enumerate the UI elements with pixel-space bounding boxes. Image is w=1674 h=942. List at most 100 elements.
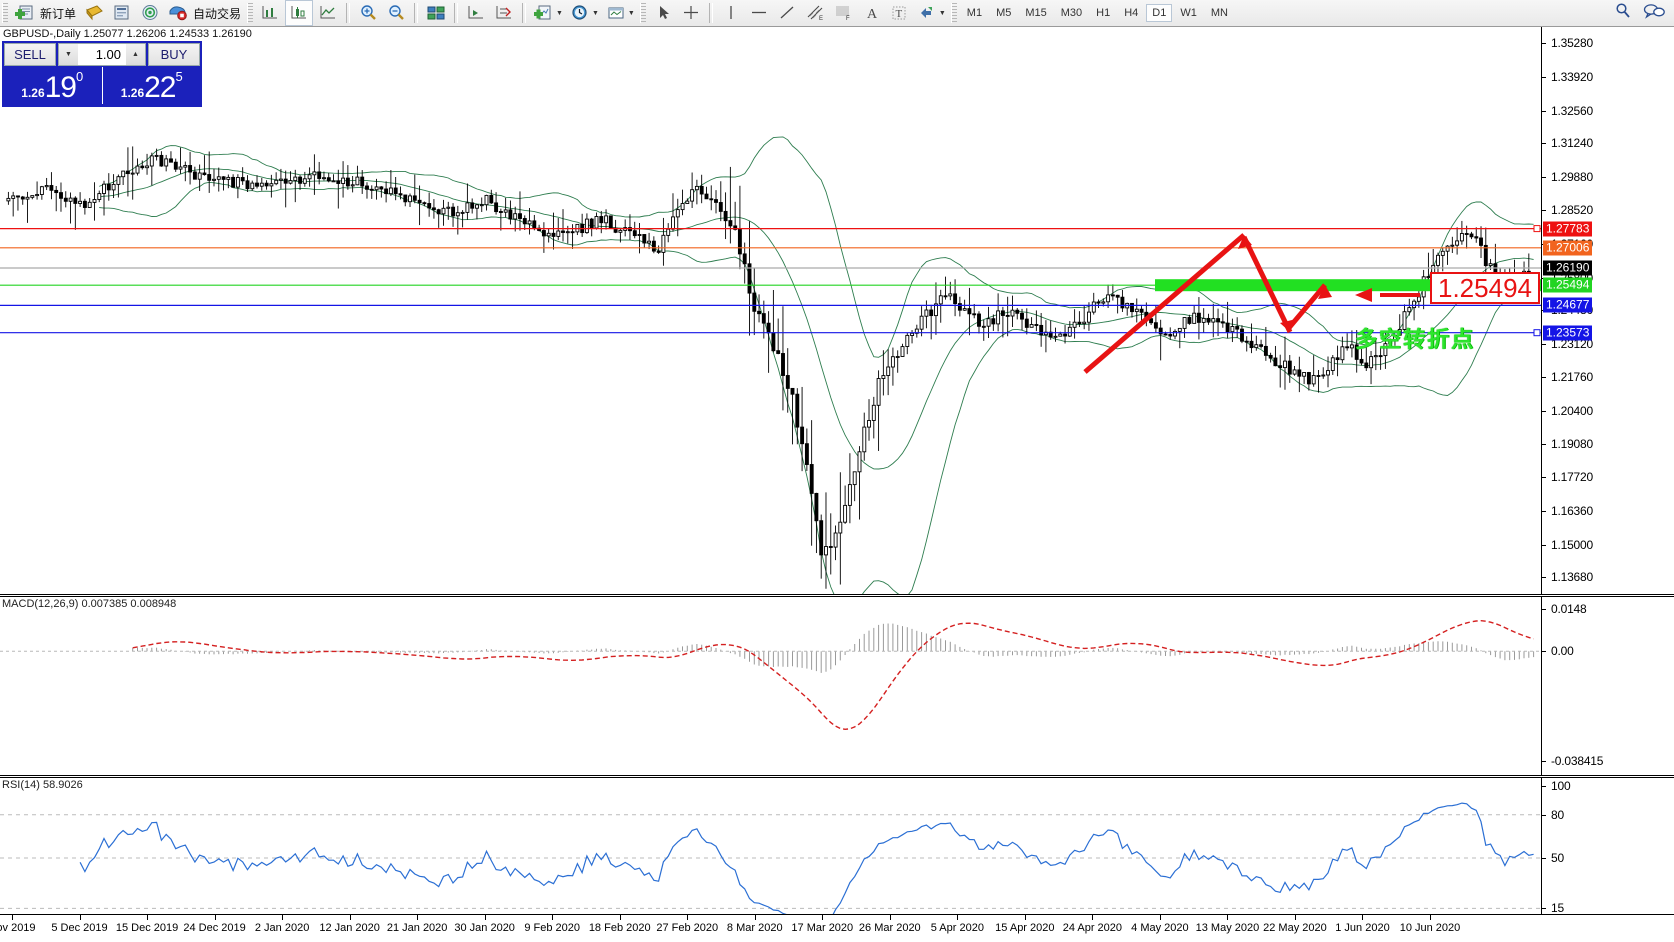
price-tick-label: 1.20400 [1551, 404, 1593, 419]
time-tick [889, 915, 891, 920]
price-plot[interactable] [0, 27, 1541, 594]
timeframe-m30[interactable]: M30 [1060, 7, 1083, 19]
toolbar-grip-3[interactable] [639, 3, 646, 23]
autotrade-label[interactable]: 自动交易 [193, 6, 242, 21]
rsi-tick-label: 100 [1551, 779, 1571, 793]
new-chart-icon[interactable] [531, 1, 557, 25]
search-icon[interactable] [1614, 2, 1632, 25]
timeframe-m1[interactable]: M1 [966, 7, 983, 19]
macd-pane[interactable]: MACD(12,26,9) 0.007385 0.008948 0.0148 0.… [0, 596, 1674, 776]
time-axis[interactable]: Nov 2019 5 Dec 2019 15 Dec 2019 24 Dec 2019… [0, 914, 1674, 942]
macd-axis[interactable]: 0.0148 0.00 -0.038415 [1541, 597, 1674, 775]
trendline-icon[interactable] [774, 1, 800, 25]
timeframe-m5[interactable]: M5 [996, 7, 1012, 19]
zoom-out-icon[interactable] [383, 1, 409, 25]
market-watch-icon[interactable] [81, 1, 107, 25]
volume-decrease-icon[interactable]: ▼ [59, 44, 78, 65]
timeframe-h1[interactable]: H1 [1096, 7, 1111, 19]
time-tick-label: 15 Dec 2019 [115, 922, 179, 934]
candlestick-chart-icon[interactable] [285, 0, 314, 26]
rsi-tick-label: 50 [1551, 851, 1564, 865]
macd-plot[interactable] [0, 597, 1541, 775]
price-level-tag[interactable]: 1.24677 [1543, 297, 1593, 313]
period-clock-icon[interactable] [567, 1, 593, 25]
period-dropdown-caret[interactable]: ▼ [591, 9, 599, 17]
price-level-tag[interactable]: 1.26190 [1543, 260, 1593, 276]
time-tick [349, 915, 351, 920]
arrows-icon[interactable] [914, 1, 940, 25]
one-click-trading-panel[interactable]: SELL ▼ 1.00 ▲ BUY 1.26 19 0 1.26 22 5 [2, 41, 202, 107]
timeframe-w1[interactable]: W1 [1180, 7, 1197, 19]
toolbar-grip-2[interactable] [247, 3, 254, 23]
horizontal-line-icon[interactable] [746, 1, 772, 25]
chart-area[interactable]: 1.35280 1.33920 1.32560 1.31240 1.29880 1.285… [0, 27, 1674, 941]
price-tick-label: 1.15000 [1551, 537, 1593, 552]
time-tick [417, 915, 419, 920]
price-tick [1542, 76, 1546, 78]
price-level-tag[interactable]: 1.27783 [1543, 221, 1593, 237]
time-tick-label: Nov 2019 [0, 922, 36, 934]
chart-shift-icon[interactable] [463, 1, 489, 25]
time-tick [147, 915, 149, 920]
price-axis[interactable]: 1.35280 1.33920 1.32560 1.31240 1.29880 1.285… [1541, 27, 1674, 594]
timeframe-h4[interactable]: H4 [1124, 7, 1139, 19]
zoom-in-icon[interactable] [355, 1, 381, 25]
macd-tick [1542, 651, 1546, 653]
cursor-icon[interactable] [650, 1, 676, 25]
price-tick-label: 1.32560 [1551, 103, 1593, 118]
time-tick-label: 9 Feb 2020 [524, 922, 581, 934]
buy-button[interactable]: BUY [148, 43, 200, 66]
toolbar-grip-4[interactable] [950, 3, 957, 23]
toolbar-grip[interactable] [2, 3, 8, 23]
volume-increase-icon[interactable]: ▲ [126, 44, 145, 65]
rsi-tick-label: 15 [1551, 901, 1564, 916]
timeframe-d1[interactable]: D1 [1146, 4, 1173, 22]
sell-price[interactable]: 1.26 19 0 [3, 67, 102, 104]
volume-value[interactable]: 1.00 [78, 44, 126, 65]
price-level-tag[interactable]: 1.23573 [1543, 325, 1593, 341]
new-chart-dropdown-caret[interactable]: ▼ [556, 9, 563, 17]
rsi-pane[interactable]: RSI(14) 58.9026 1008050150 [0, 777, 1674, 941]
time-tick [1159, 915, 1161, 920]
equidistant-channel-icon[interactable]: E [802, 1, 828, 25]
chat-icon[interactable] [1642, 2, 1666, 25]
new-order-label[interactable]: 新订单 [40, 6, 77, 21]
time-tick-label: 26 Mar 2020 [858, 922, 921, 934]
price-level-tag[interactable]: 1.27006 [1543, 240, 1593, 256]
text-icon[interactable]: A [858, 1, 884, 25]
volume-stepper[interactable]: ▼ 1.00 ▲ [58, 43, 146, 66]
templates-dropdown-caret[interactable]: ▼ [627, 9, 635, 17]
tile-windows-icon[interactable] [423, 1, 449, 25]
vertical-line-icon[interactable] [718, 1, 744, 25]
price-level-tag[interactable]: 1.25494 [1543, 277, 1593, 293]
time-tick-label: 4 May 2020 [1131, 922, 1189, 934]
toolbar-separator-5 [708, 3, 713, 23]
price-pane[interactable]: 1.35280 1.33920 1.32560 1.31240 1.29880 1.285… [0, 27, 1674, 595]
text-label-icon[interactable]: T [886, 1, 912, 25]
time-tick [687, 915, 689, 920]
line-chart-icon[interactable] [315, 1, 341, 25]
time-tick [1092, 915, 1094, 920]
timeframe-m15[interactable]: M15 [1025, 7, 1047, 19]
sell-button[interactable]: SELL [4, 43, 56, 66]
data-window-icon[interactable] [109, 1, 135, 25]
arrows-dropdown-caret[interactable]: ▼ [938, 9, 946, 17]
auto-scroll-icon[interactable] [491, 1, 517, 25]
fibonacci-icon[interactable]: F [830, 1, 856, 25]
autotrade-icon[interactable] [165, 1, 191, 25]
navigator-icon[interactable] [137, 1, 163, 25]
price-tick [1542, 510, 1546, 512]
templates-icon[interactable] [603, 1, 629, 25]
price-tick [1542, 143, 1546, 145]
bar-chart-icon[interactable] [257, 1, 283, 25]
price-tick [1542, 411, 1546, 413]
time-tick-label: 1 Jun 2020 [1335, 922, 1390, 934]
macd-tick [1542, 609, 1546, 610]
crosshair-icon[interactable] [678, 1, 704, 25]
price-tick-label: 1.28520 [1551, 203, 1593, 218]
buy-price[interactable]: 1.26 22 5 [101, 67, 202, 104]
price-tick [1542, 544, 1546, 546]
new-order-icon[interactable] [12, 1, 38, 25]
main-toolbar: 新订单 [0, 0, 1674, 27]
timeframe-mn[interactable]: MN [1210, 7, 1228, 19]
